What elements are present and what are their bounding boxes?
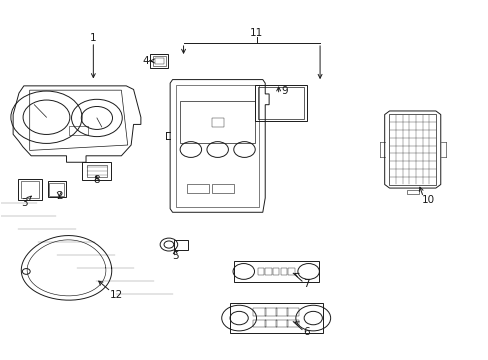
Bar bbox=[257, 268, 264, 275]
Bar bbox=[150, 54, 168, 68]
Bar bbox=[258, 87, 303, 119]
Bar bbox=[86, 165, 107, 177]
Bar bbox=[47, 181, 66, 197]
Text: 5: 5 bbox=[172, 251, 178, 261]
Bar bbox=[288, 268, 294, 275]
Bar bbox=[211, 118, 224, 126]
Text: 2: 2 bbox=[56, 191, 62, 201]
Bar bbox=[152, 56, 165, 66]
Bar bbox=[180, 101, 255, 143]
Bar bbox=[280, 268, 286, 275]
Text: 9: 9 bbox=[281, 86, 287, 96]
Bar bbox=[272, 268, 279, 275]
Bar bbox=[211, 184, 233, 193]
Bar bbox=[264, 320, 276, 328]
Bar bbox=[233, 261, 318, 282]
Bar bbox=[20, 181, 39, 198]
Bar bbox=[18, 179, 41, 200]
Bar bbox=[253, 320, 265, 328]
Bar bbox=[264, 308, 276, 316]
Text: 3: 3 bbox=[21, 198, 27, 208]
Bar bbox=[388, 114, 435, 185]
Bar bbox=[176, 85, 259, 207]
Text: 7: 7 bbox=[303, 279, 309, 289]
Bar bbox=[255, 85, 306, 121]
Bar bbox=[286, 320, 298, 328]
Text: 6: 6 bbox=[303, 327, 309, 337]
Text: 1: 1 bbox=[90, 33, 97, 43]
Bar bbox=[155, 58, 163, 64]
Bar bbox=[49, 183, 64, 196]
Bar bbox=[174, 239, 187, 249]
Text: 8: 8 bbox=[93, 175, 100, 185]
Bar bbox=[253, 308, 265, 316]
Bar bbox=[265, 268, 271, 275]
Text: 4: 4 bbox=[142, 56, 149, 66]
Bar bbox=[275, 320, 287, 328]
Bar bbox=[229, 303, 322, 333]
Bar bbox=[286, 308, 298, 316]
Bar bbox=[187, 184, 209, 193]
Text: 10: 10 bbox=[421, 195, 434, 206]
Text: 12: 12 bbox=[110, 291, 123, 301]
Bar bbox=[69, 126, 88, 135]
Bar bbox=[406, 189, 418, 194]
Bar bbox=[275, 308, 287, 316]
Text: 11: 11 bbox=[249, 28, 263, 38]
